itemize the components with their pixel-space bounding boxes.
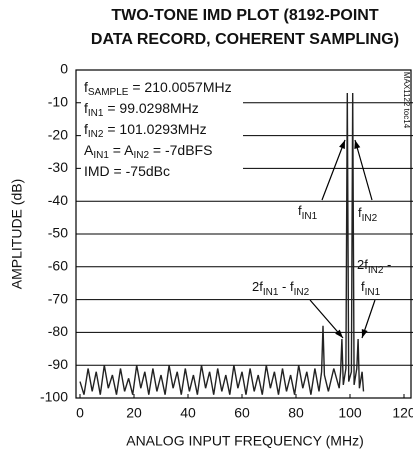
- text-part: = 210.0057MHz: [128, 79, 231, 95]
- annotation: IMD = -75dBc: [84, 163, 170, 179]
- x-axis-title: ANALOG INPUT FREQUENCY (MHz): [126, 433, 364, 449]
- arrow-head: [354, 140, 361, 149]
- subscript: SAMPLE: [88, 87, 129, 98]
- x-tick-label: 60: [234, 405, 250, 421]
- y-tick-label: -90: [48, 356, 68, 372]
- text-part: - f: [278, 279, 294, 294]
- x-tick-label: 100: [338, 405, 362, 421]
- text-part: 2f: [252, 279, 263, 294]
- text-part: -: [383, 257, 391, 272]
- subscript: IN1: [93, 150, 109, 161]
- y-tick-label: -80: [48, 323, 68, 339]
- x-tick-label: 40: [180, 405, 196, 421]
- arrow-head: [339, 140, 345, 149]
- text-part: = A: [109, 142, 134, 158]
- subscript: IN2: [294, 287, 310, 298]
- subscript: IN2: [362, 213, 378, 224]
- annotation: AIN1 = AIN2 = -7dBFS: [84, 142, 212, 161]
- y-axis-title: AMPLITUDE (dB): [9, 179, 25, 289]
- subscript: IN2: [368, 265, 384, 276]
- subscript: IN2: [88, 129, 104, 140]
- annotation: fSAMPLE = 210.0057MHz: [84, 79, 232, 98]
- callout-label: fIN2: [358, 205, 378, 223]
- arrow-head: [361, 329, 368, 338]
- x-tick-label: 0: [76, 405, 84, 421]
- arrow-line: [354, 139, 373, 201]
- text-part: f: [358, 205, 362, 220]
- y-tick-label: -10: [48, 94, 68, 110]
- arrow-head: [335, 329, 343, 338]
- text-part: f: [298, 203, 302, 218]
- y-tick-label: -70: [48, 290, 68, 306]
- y-tick-label: -60: [48, 258, 68, 274]
- chart-title: DATA RECORD, COHERENT SAMPLING): [91, 31, 399, 48]
- x-tick-label: 80: [288, 405, 304, 421]
- callout-label: 2fIN1 - fIN2: [252, 279, 310, 297]
- x-tick-label: 120: [392, 405, 413, 421]
- text-part: f: [361, 279, 365, 294]
- y-tick-label: -40: [48, 192, 68, 208]
- y-tick-label: -100: [40, 389, 68, 405]
- arrow-line: [321, 139, 346, 201]
- chart-title: TWO-TONE IMD PLOT (8192-POINT: [111, 7, 379, 24]
- text-part: f: [84, 121, 88, 137]
- annotation: fIN2 = 101.0293MHz: [84, 121, 207, 140]
- text-part: = 101.0293MHz: [103, 121, 206, 137]
- subscript: IN1: [302, 211, 318, 222]
- y-tick-label: -30: [48, 159, 68, 175]
- subscript: IN1: [365, 287, 381, 298]
- annotation: fIN1 = 99.0298MHz: [84, 100, 199, 119]
- text-part: IMD = -75dBc: [84, 163, 170, 179]
- spectrum-line: [79, 92, 365, 395]
- annotation-box: [81, 74, 243, 192]
- y-tick-label: -50: [48, 225, 68, 241]
- text-part: = 99.0298MHz: [103, 100, 198, 116]
- subscript: IN2: [133, 150, 149, 161]
- y-tick-label: -20: [48, 126, 68, 142]
- callout-label: fIN1: [361, 279, 381, 297]
- callout-label: 2fIN2 -: [357, 257, 391, 275]
- subscript: IN1: [88, 108, 104, 119]
- watermark: MAX1122 toc14: [402, 72, 411, 129]
- text-part: = -7dBFS: [149, 142, 212, 158]
- y-tick-label: 0: [60, 61, 68, 77]
- text-part: 2f: [357, 257, 368, 272]
- text-part: f: [84, 100, 88, 116]
- callout-label: fIN1: [298, 203, 318, 221]
- text-part: A: [84, 142, 94, 158]
- x-tick-label: 20: [126, 405, 142, 421]
- subscript: IN1: [263, 287, 279, 298]
- text-part: f: [84, 79, 88, 95]
